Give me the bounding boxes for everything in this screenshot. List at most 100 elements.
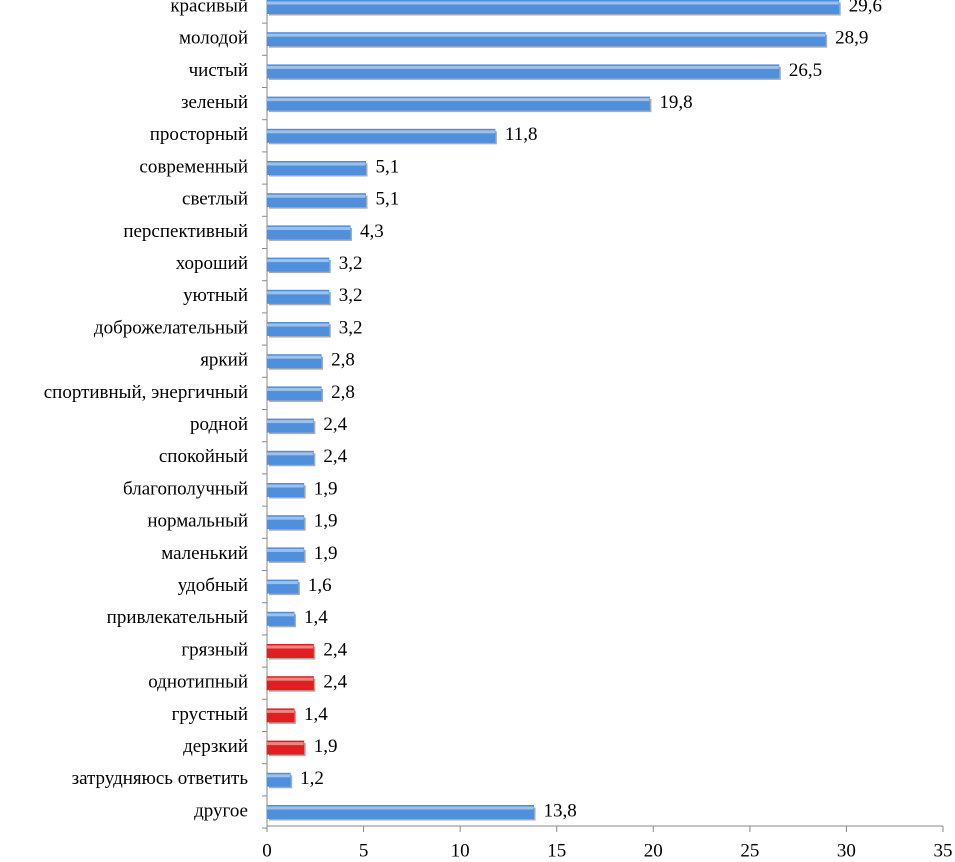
bar [266,354,322,369]
bar [266,805,535,819]
x-tick-label: 15 [547,840,566,861]
value-label: 11,8 [505,124,538,145]
bar [266,128,496,143]
bar [266,418,314,433]
value-label: 2,4 [323,672,347,693]
y-tick-label: молодой [179,28,248,49]
value-label: 4,3 [360,221,384,242]
bar-highlight [267,98,650,102]
y-tick-label: чистый [189,60,248,81]
y-tick-label: родной [190,414,248,435]
bar-highlight [267,130,495,134]
value-label: 1,4 [304,704,328,725]
bar-highlight [267,742,304,746]
bar-highlight [267,291,329,295]
bar-highlight [267,194,366,198]
bar-highlight [267,548,304,552]
y-tick-label: благополучный [123,478,248,499]
y-tick-label: спокойный [159,446,248,467]
value-label: 3,2 [339,317,363,338]
value-label: 2,4 [323,639,347,660]
y-tick-label: спортивный, энергичный [44,382,248,403]
y-tick-label: доброжелательный [94,317,248,338]
bar-highlight [267,484,304,488]
bar [266,611,295,626]
bar [266,289,330,304]
value-label: 13,8 [544,800,577,821]
bar-highlight [267,806,534,810]
value-label: 1,9 [314,543,338,564]
y-tick-label: маленький [161,543,248,564]
y-tick-label: просторный [150,124,248,145]
y-tick-label: грязный [181,639,248,660]
y-tick-label: грустный [172,704,248,725]
bar [266,257,330,272]
y-tick-label: светлый [182,189,248,210]
bar-highlight [267,420,314,424]
bar [266,483,305,497]
bar [266,644,314,658]
bar [266,193,367,208]
x-tick-label: 30 [837,840,856,861]
x-tick-label: 35 [934,840,953,861]
y-tick-label: уютный [183,285,248,306]
value-label: 1,4 [304,607,328,628]
bar-highlight [267,581,298,585]
bar-highlight [267,162,366,166]
bar-highlight [267,259,329,263]
bar-highlight [267,452,314,456]
value-label: 19,8 [659,92,692,113]
y-tick-label: однотипный [148,672,248,693]
x-tick-label: 25 [740,840,759,861]
bar-highlight [267,387,322,391]
value-label: 1,2 [300,768,324,789]
bar [266,579,299,594]
bar [266,740,305,755]
bar-highlight [267,33,826,37]
y-tick-label: нормальный [147,511,248,532]
y-tick-label: привлекательный [107,607,248,628]
value-label: 5,1 [376,156,400,177]
bar-highlight [267,323,329,327]
value-label: 2,4 [323,446,347,467]
value-label: 26,5 [789,60,822,81]
x-tick-label: 10 [451,840,470,861]
bar-highlight [267,1,839,5]
y-tick-label: красивый [170,0,248,16]
value-label: 2,4 [323,414,347,435]
value-label: 3,2 [339,285,363,306]
bar [266,161,367,175]
bar [266,96,650,111]
y-tick-label: удобный [178,575,248,596]
bar-highlight [267,516,304,520]
value-label: 28,9 [835,28,868,49]
x-tick-label: 20 [644,840,663,861]
bar [266,450,314,465]
y-tick-label: современный [139,156,248,177]
value-label: 1,9 [314,478,338,499]
bar-highlight [267,709,295,713]
x-tick-label: 0 [262,840,272,861]
y-tick-label: затрудняюсь ответить [72,768,249,789]
bar [266,386,322,401]
bar-highlight [267,65,779,69]
value-label: 2,8 [331,382,355,403]
y-tick-label: другое [194,800,248,821]
bar [266,772,291,787]
value-label: 1,9 [314,511,338,532]
bar [266,708,295,723]
bar [266,515,305,530]
bar [266,32,826,47]
bar [266,64,780,79]
bar [266,0,840,14]
y-tick-label: зеленый [181,92,248,113]
value-label: 3,2 [339,253,363,274]
bar [266,225,351,240]
y-tick-label: дерзкий [183,736,248,757]
bar-highlight [267,774,291,778]
bar-highlight [267,677,314,681]
value-label: 1,6 [308,575,332,596]
bar-highlight [267,226,351,230]
x-tick-label: 5 [359,840,369,861]
bar-highlight [267,355,322,359]
